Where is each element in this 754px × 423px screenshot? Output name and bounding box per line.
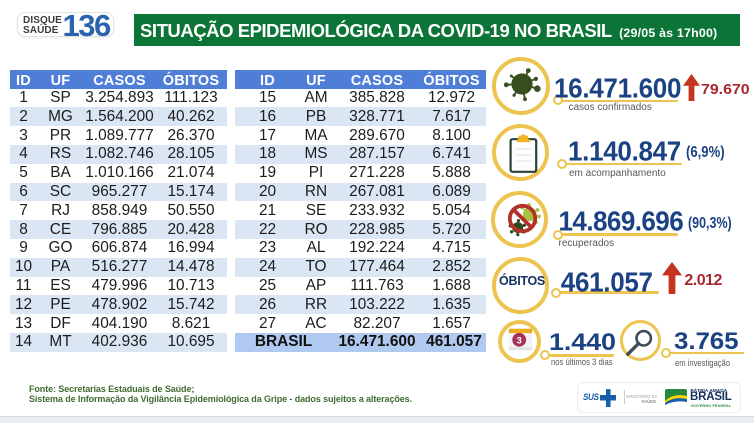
svg-text:3: 3 (517, 335, 522, 346)
